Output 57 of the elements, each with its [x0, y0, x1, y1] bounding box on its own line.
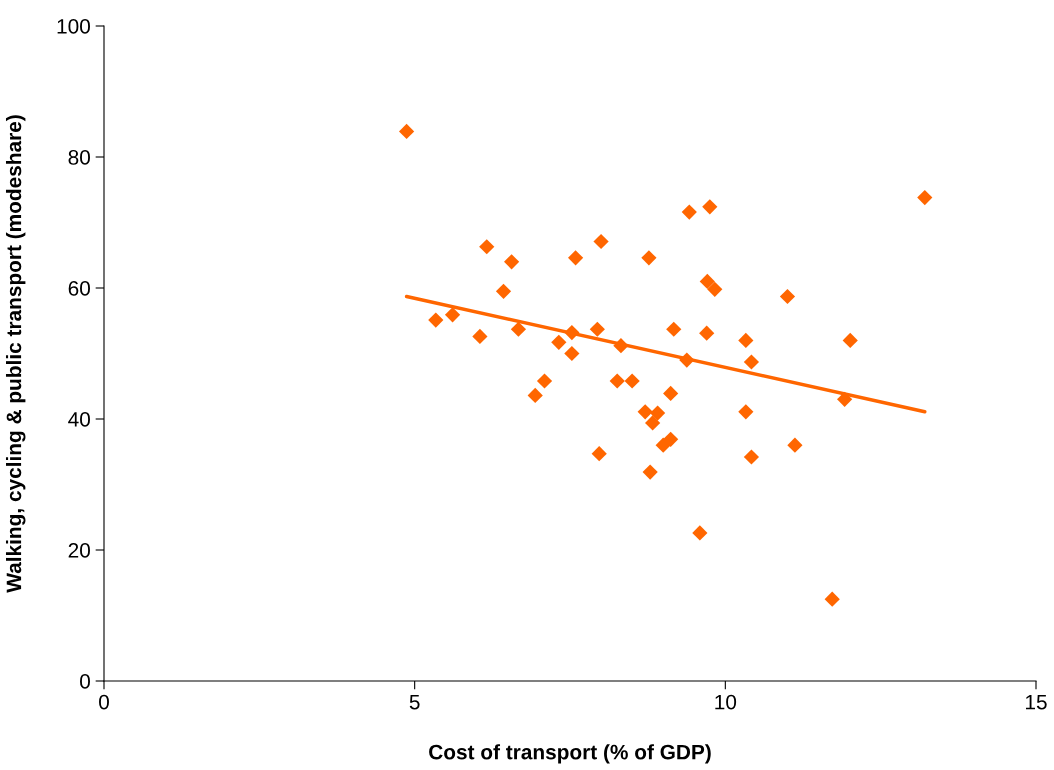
x-tick-label: 10 [715, 694, 737, 710]
point [824, 591, 840, 607]
y-tick-label: 20 [68, 543, 90, 558]
y-tick-label: 40 [68, 412, 90, 427]
point [650, 405, 666, 421]
point [779, 288, 796, 305]
point [589, 321, 605, 337]
point [593, 233, 609, 250]
point [679, 352, 695, 368]
point [591, 446, 607, 462]
point [479, 239, 495, 255]
point [624, 373, 640, 389]
point [503, 254, 520, 270]
y-tick-label: 100 [57, 19, 90, 34]
point [609, 373, 625, 389]
point [642, 464, 658, 480]
point [743, 449, 760, 465]
point [681, 204, 697, 220]
point [495, 283, 512, 299]
point [567, 250, 584, 266]
y-tick-label: 0 [80, 674, 90, 689]
point [510, 321, 527, 337]
point [428, 312, 444, 328]
y-axis-title: Walking, cycling & public transport (modeshare) [5, 115, 26, 593]
point [738, 332, 754, 349]
point [564, 345, 580, 362]
point [637, 404, 653, 420]
point [663, 431, 679, 447]
y-tick-label: 60 [68, 281, 90, 296]
point [787, 437, 803, 453]
point [699, 325, 715, 341]
point [663, 385, 679, 402]
point [536, 373, 553, 389]
point [551, 334, 567, 350]
point [666, 321, 682, 337]
point [613, 338, 629, 354]
y-tick-label: 80 [68, 150, 90, 165]
point [707, 281, 723, 297]
point [837, 391, 853, 407]
x-tick-label: 0 [99, 694, 109, 710]
point [738, 404, 754, 420]
point [527, 387, 543, 404]
x-tick-label: 15 [1026, 694, 1047, 710]
point [842, 332, 858, 349]
point [692, 525, 708, 541]
point [444, 307, 461, 323]
point [398, 123, 415, 140]
point [472, 328, 488, 345]
point [699, 273, 715, 290]
x-axis-title: Cost of transport (% of GDP) [429, 744, 711, 764]
point [645, 415, 661, 431]
point [564, 324, 580, 341]
point [917, 190, 933, 206]
x-tick-label: 5 [409, 694, 420, 710]
point [641, 250, 657, 266]
point [743, 354, 760, 370]
point [702, 199, 718, 215]
